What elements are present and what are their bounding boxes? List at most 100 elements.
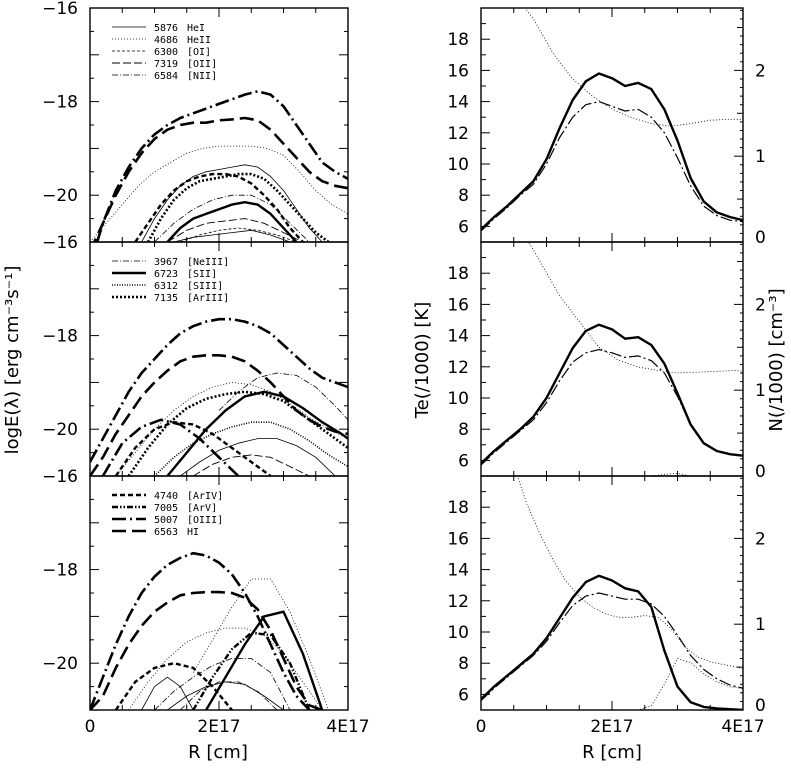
y-tick-label: 16: [447, 295, 469, 315]
series-line-left-bottom-4: [205, 610, 324, 710]
left-y-axis-label: logE(λ) [erg cm⁻³s⁻¹]: [2, 266, 23, 455]
x-tick-label: 2E17: [197, 717, 240, 737]
legend-ion: [OII]: [187, 59, 217, 70]
series-line-right-top-2: [524, 8, 743, 127]
y-tick-label: 12: [447, 358, 469, 378]
right-y-axis-label-density: N(/1000) [cm⁻³]: [766, 288, 787, 431]
y-tick-label: −16: [42, 467, 78, 487]
series-line-left-middle-0: [90, 317, 348, 463]
legend-wavelength: 6300: [154, 47, 178, 58]
legend-wavelength: 7135: [154, 293, 178, 304]
series-line-left-bottom-2: [192, 578, 329, 710]
y-tick-label: 8: [458, 420, 469, 440]
series-line-right-middle-2: [528, 242, 743, 374]
y-tick-label: −16: [42, 0, 78, 19]
frame-left-top: [89, 7, 349, 243]
series-line-left-bottom-6: [114, 662, 233, 710]
y-tick-label: −20: [42, 186, 78, 206]
y-tick-label: −18: [42, 327, 78, 347]
y-tick-label-right: 2: [755, 61, 766, 81]
x-tick-label: 4E17: [721, 717, 764, 737]
series-line-left-middle-5: [127, 390, 348, 476]
series-line-left-middle-6: [114, 421, 272, 476]
y-tick-label-right: 2: [755, 529, 766, 549]
y-tick-label: 10: [447, 623, 469, 643]
legend-wavelength: 4686: [154, 35, 178, 46]
legend-wavelength: 3967: [154, 257, 178, 268]
series-line-left-bottom-8: [167, 681, 284, 710]
series-line-left-top-7: [154, 194, 310, 242]
legend-ion: HeI: [187, 23, 205, 34]
series-line-left-middle-7: [101, 418, 240, 476]
series-line-left-middle-8: [153, 421, 348, 476]
y-tick-label-right: 0: [755, 462, 766, 482]
y-tick-label: 14: [447, 561, 469, 581]
y-tick-label: 6: [458, 451, 469, 471]
series-line-left-bottom-9: [141, 676, 194, 710]
legend-wavelength: 7319: [154, 59, 178, 70]
legend-ion: HI: [187, 527, 199, 538]
y-tick-label-right: 1: [755, 615, 766, 635]
right-x-axis-label: R [cm]: [582, 742, 642, 763]
panel-left-top: −16 −18 −20 5876 HeI 4686 HeII 6300 [OI] 7319 [OII…: [42, 0, 349, 243]
frame-right-bottom: [480, 475, 744, 711]
y-tick-label-right: 1: [755, 147, 766, 167]
series-line-left-middle-3: [218, 372, 348, 421]
y-tick-label: 10: [447, 155, 469, 175]
legend-wavelength: 4740: [154, 491, 178, 502]
series-line-left-middle-2: [115, 381, 348, 476]
panel-left-middle: −16 −18 −20 3967 [NeIII] 6723 [SII] 6312 [SIII] 7…: [42, 233, 349, 477]
series-line-right-bottom-0: [481, 574, 743, 710]
series-line-left-middle-10: [192, 454, 310, 476]
series-line-left-top-0: [95, 90, 348, 242]
panel-left-bottom: 0 2E17 4E17 −16 −18 −20 4740 [ArIV] 7005 [ArV] 500…: [42, 467, 369, 737]
y-tick-label: −18: [42, 93, 78, 113]
series-line-right-middle-0: [481, 323, 743, 465]
series-line-left-bottom-10: [180, 681, 278, 710]
y-tick-label: 18: [447, 264, 469, 284]
curves-right-bottom: [481, 476, 743, 710]
y-tick-label: 14: [447, 327, 469, 347]
series-line-left-bottom-1: [90, 590, 323, 710]
x-tick-label: 4E17: [326, 717, 369, 737]
y-tick-label-right: 2: [755, 295, 766, 315]
series-line-left-top-10: [173, 229, 291, 242]
legend-wavelength: 6312: [154, 281, 178, 292]
panels: −16 −18 −20 5876 HeI 4686 HeII 6300 [OI] 7319 [OII…: [42, 0, 766, 737]
x-tick-label: 0: [476, 717, 487, 737]
y-tick-label: 8: [458, 186, 469, 206]
y-tick-label-right: 0: [755, 228, 766, 248]
legend-ion: [SII]: [187, 269, 217, 280]
y-tick-label: 12: [447, 124, 469, 144]
legend-wavelength: 6563: [154, 527, 178, 538]
frame-right-middle: [480, 241, 744, 477]
legend-ion: [NeIII]: [187, 257, 229, 268]
x-tick-label: 0: [85, 717, 96, 737]
legend-wavelength: 5007: [154, 515, 178, 526]
y-tick-label: −18: [42, 561, 78, 581]
y-tick-label: −16: [42, 233, 78, 253]
series-line-left-bottom-5: [192, 631, 311, 710]
series-line-right-bottom-3: [481, 658, 743, 710]
legend-ion: [NII]: [187, 71, 217, 82]
series-line-left-bottom-7: [154, 658, 291, 710]
series-line-left-top-3: [141, 164, 323, 242]
series-line-left-bottom-0: [90, 551, 312, 710]
legend-ion: [ArIII]: [187, 293, 229, 304]
legend-wavelength: 6723: [154, 269, 178, 280]
series-line-left-top-6: [166, 200, 298, 242]
curves-left-top: [90, 90, 348, 242]
curves-right-top: [481, 8, 743, 242]
y-tick-label: 6: [458, 685, 469, 705]
series-line-right-middle-1: [481, 349, 743, 466]
right-y-axis-label-temperature: Te(/1000) [K]: [412, 302, 433, 420]
y-tick-label-right: 0: [755, 696, 766, 716]
series-line-left-top-1: [92, 116, 348, 242]
series-line-left-top-5: [134, 172, 304, 242]
series-line-right-bottom-2: [516, 476, 743, 670]
y-tick-label: −20: [42, 420, 78, 440]
series-line-left-middle-1: [90, 353, 348, 476]
